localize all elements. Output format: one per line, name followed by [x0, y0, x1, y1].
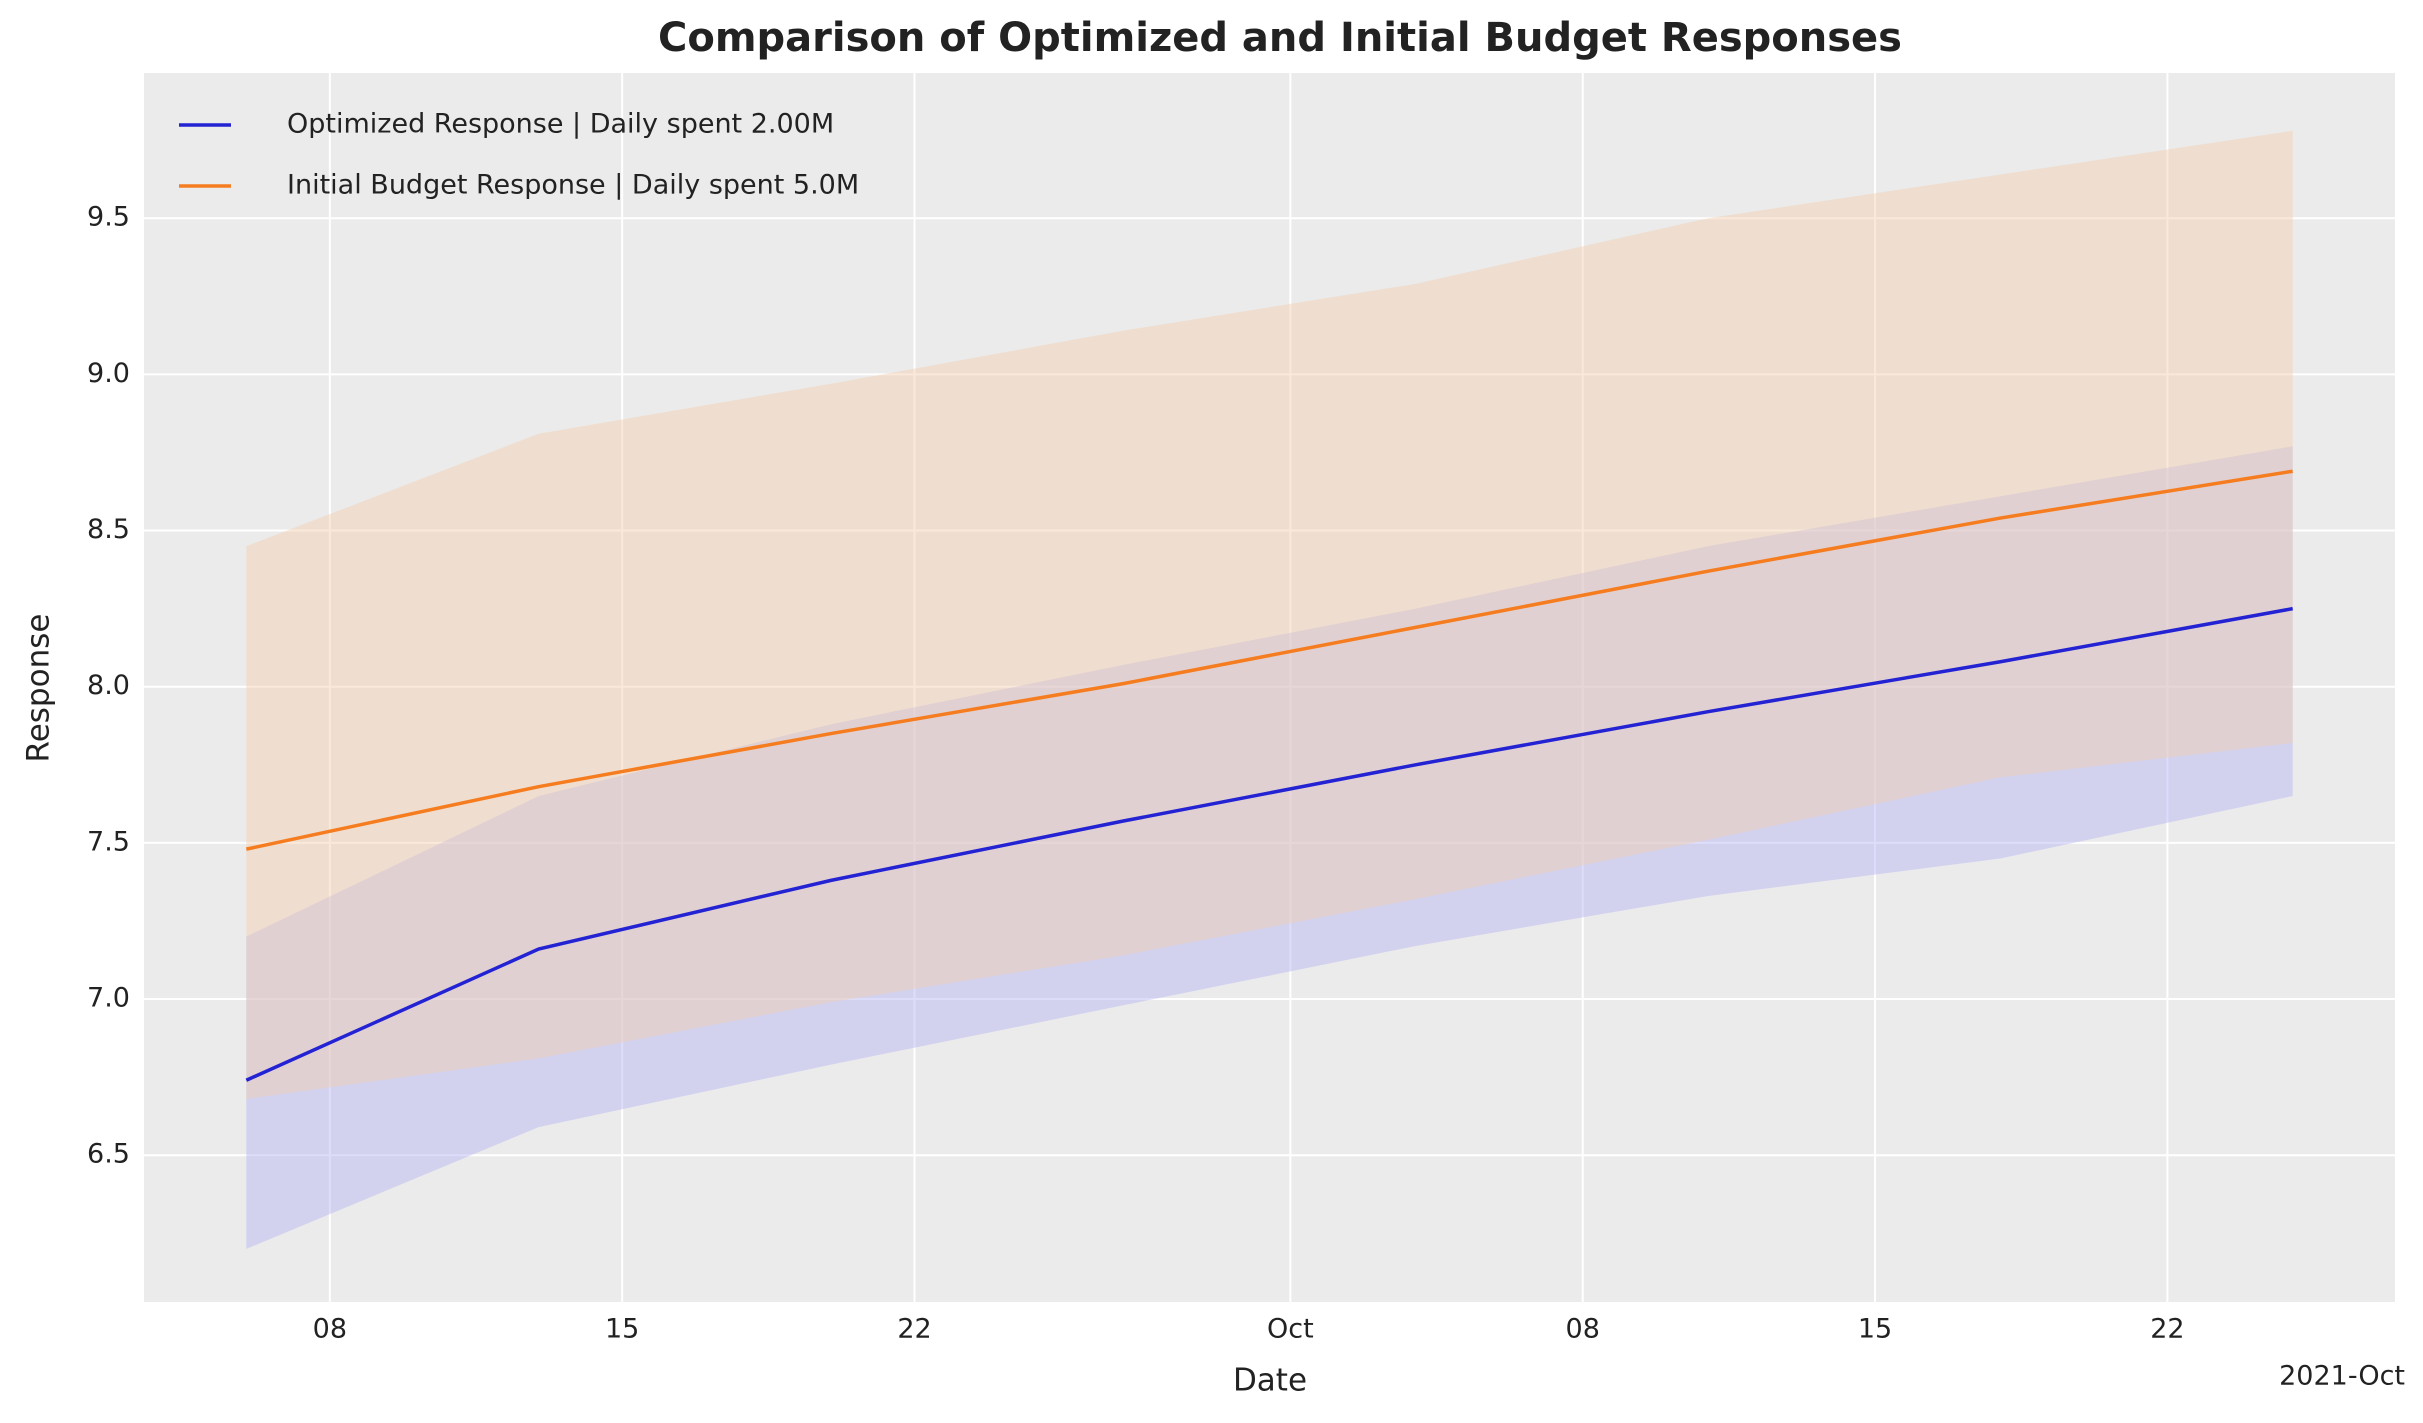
line	[245, 469, 2293, 851]
legend-label: Initial Budget Response | Daily spent 5.…	[287, 170, 859, 201]
x-axis-label: Date	[1233, 1363, 1307, 1399]
y-tick-label: 8.5	[87, 514, 130, 545]
x-tick-label: 08	[313, 1314, 347, 1345]
x-tick-label: 22	[2150, 1314, 2184, 1345]
y-tick-label: 9.0	[87, 358, 130, 389]
chart-title: Comparison of Optimized and Initial Budg…	[658, 15, 1902, 61]
grid	[144, 73, 2395, 1302]
y-tick-label: 9.5	[87, 202, 130, 233]
x-tick-label: 15	[1858, 1314, 1892, 1345]
x-tick-label: 15	[605, 1314, 639, 1345]
y-tick-label: 8.0	[87, 670, 130, 701]
y-tick-label: 7.0	[87, 983, 130, 1014]
y-axis-label: Response	[21, 614, 57, 763]
x-offset-label: 2021-Oct	[2279, 1361, 2405, 1392]
y-tick-label: 7.5	[87, 826, 130, 857]
x-tick-label: 08	[1566, 1314, 1600, 1345]
x-tick-label: Oct	[1267, 1314, 1314, 1345]
legend-label: Optimized Response | Daily spent 2.00M	[287, 109, 834, 140]
x-tick-label: 22	[897, 1314, 931, 1345]
y-tick-label: 6.5	[87, 1139, 130, 1170]
line	[245, 606, 2293, 1082]
confidence-band	[246, 130, 2293, 1099]
confidence-band	[246, 446, 2293, 1249]
